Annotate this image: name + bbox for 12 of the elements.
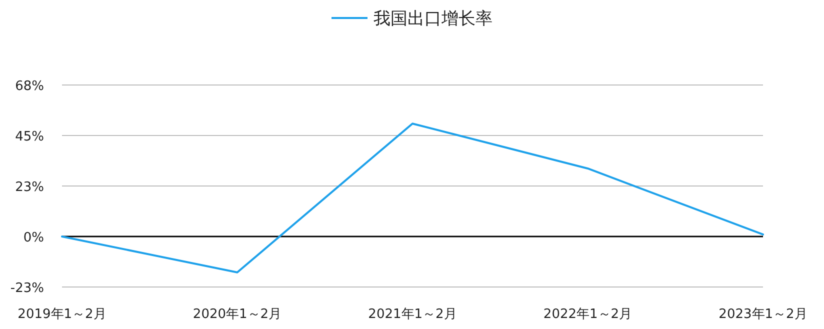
x-tick-label: 2019年1～2月 — [18, 307, 106, 322]
y-tick-label: 45% — [15, 130, 44, 144]
x-tick-label: 2021年1～2月 — [368, 307, 457, 322]
y-tick-label: 68% — [15, 79, 44, 94]
line-series — [61, 122, 764, 274]
y-tick-label: -23% — [10, 281, 44, 296]
y-tick-label: 23% — [15, 180, 44, 195]
y-tick-label: 0% — [23, 230, 44, 246]
x-tick-label: 2023年1～2月 — [718, 307, 808, 322]
legend-label: 我国出口增长率 — [374, 9, 492, 29]
x-tick-label: 2022年1～2月 — [543, 307, 632, 322]
x-tick-label: 2020年1～2月 — [192, 307, 282, 322]
